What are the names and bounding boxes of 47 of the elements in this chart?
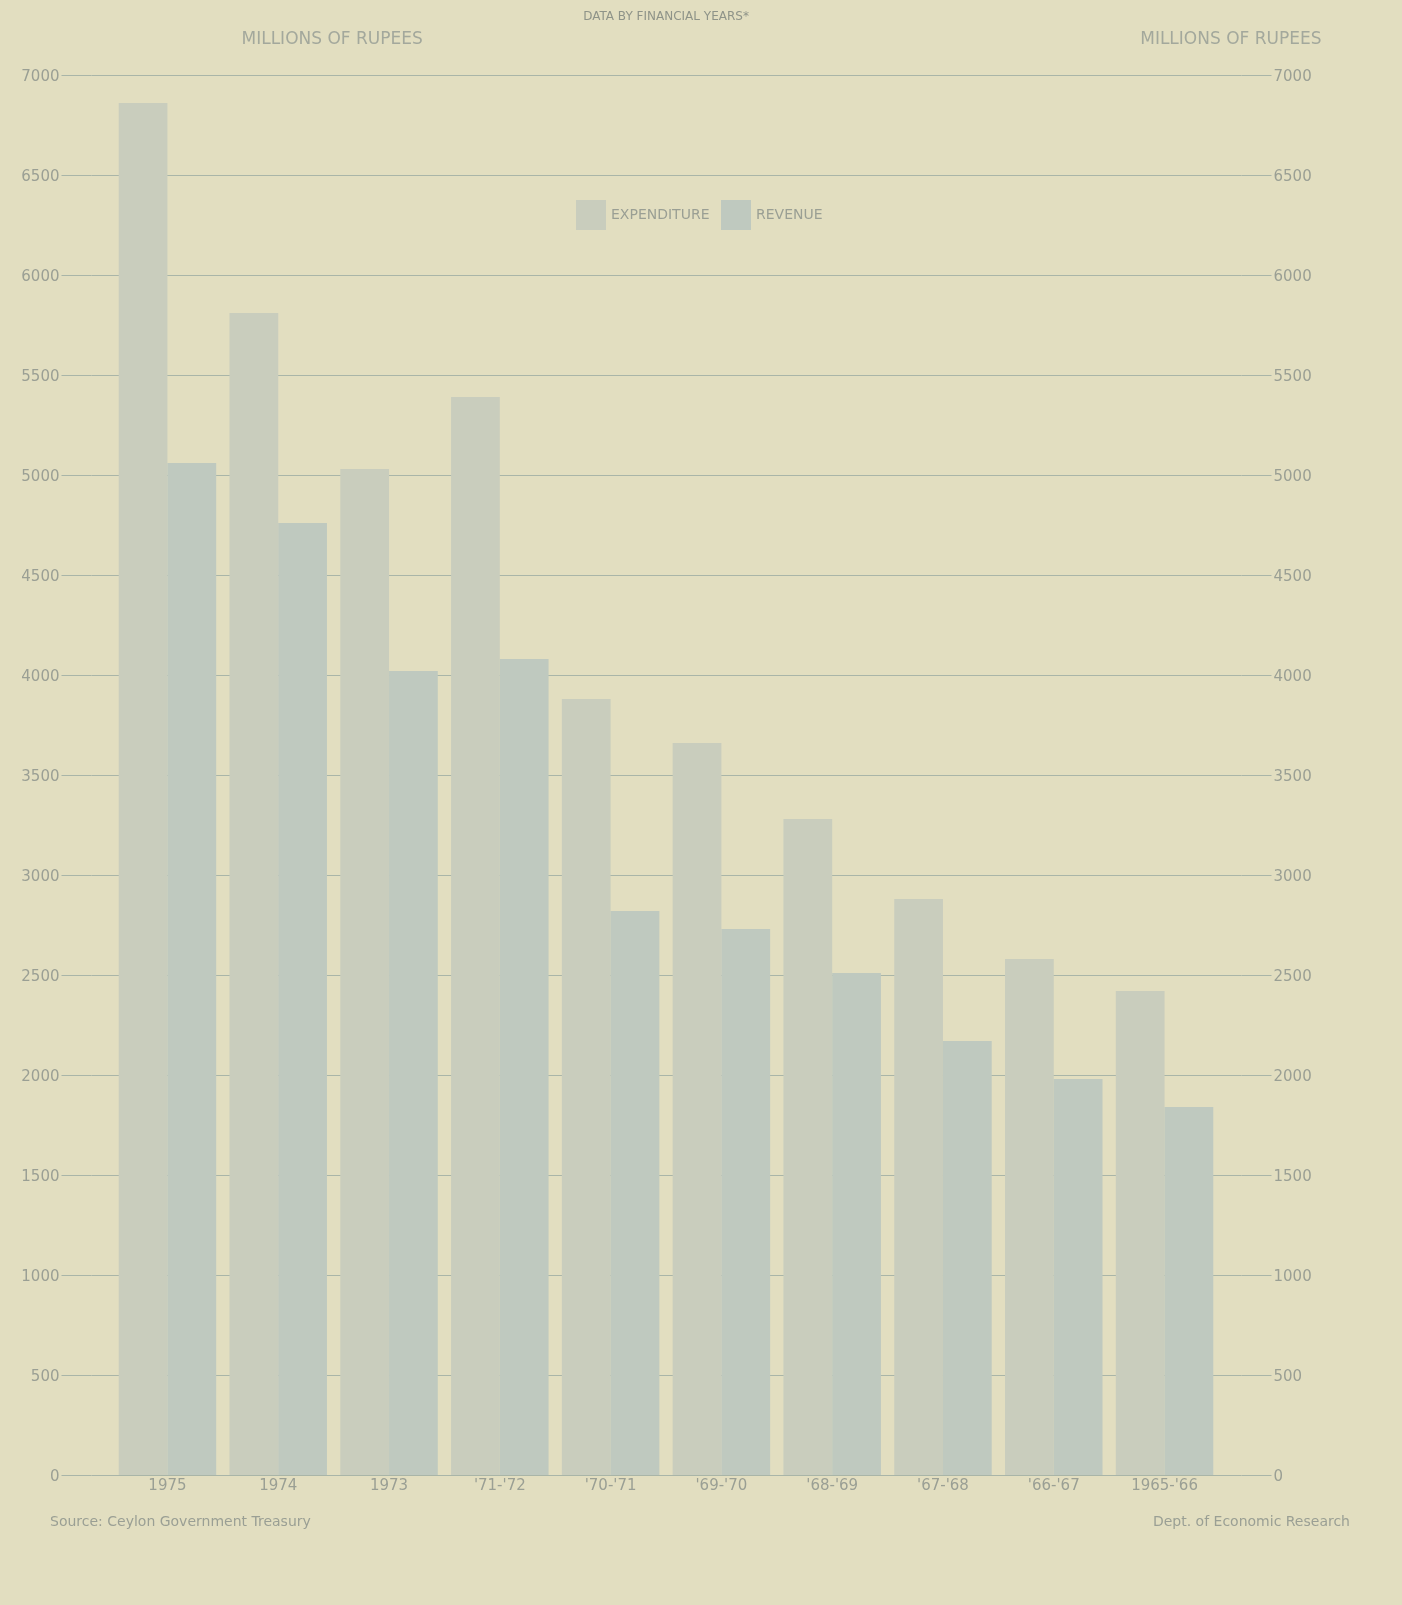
y-tick-label: 0 <box>49 1466 60 1485</box>
x-tick-label: '68-'69 <box>806 1475 859 1494</box>
x-tick-label: 1965-'66 <box>1131 1475 1198 1494</box>
y2-tick-label: 3000 <box>1273 866 1312 885</box>
y2-tick-label: 6000 <box>1273 266 1312 285</box>
y2-tick-label: 2000 <box>1273 1066 1312 1085</box>
y2-tick-label: 7000 <box>1273 66 1312 85</box>
y2-tick-label: 2500 <box>1273 966 1312 985</box>
y2-tick-label: 0 <box>1273 1466 1284 1485</box>
y-tick-label: 1000 <box>21 1266 60 1285</box>
source-note: Source: Ceylon Government Treasury <box>50 1513 311 1529</box>
y-tick-label: 3000 <box>21 866 60 885</box>
y2-tick-label: 4500 <box>1273 566 1312 585</box>
text: Dept. of Economic Research <box>1152 1513 1350 1529</box>
y2-tick-label: 6500 <box>1273 166 1312 185</box>
y2-axis-title: MILLIONS OF RUPEES <box>1140 27 1322 48</box>
y-tick-label: 5500 <box>21 366 60 385</box>
y2-tick-label: 500 <box>1273 1366 1303 1385</box>
y-tick-label: 7000 <box>21 66 60 85</box>
legend-label: REVENUE <box>756 206 823 222</box>
y-tick-label: 3500 <box>21 766 60 785</box>
y-tick-label: 6500 <box>21 166 60 185</box>
y2-tick-label: 1000 <box>1273 1266 1312 1285</box>
y-tick-label: 4000 <box>21 666 60 685</box>
y2-tick-label: 3500 <box>1273 766 1312 785</box>
y-tick-label: 5000 <box>21 466 60 485</box>
legend-label: EXPENDITURE <box>611 206 710 222</box>
x-tick-label: '71-'72 <box>473 1475 526 1494</box>
x-tick-label: '67-'68 <box>917 1475 969 1494</box>
y-tick-label: 4500 <box>21 566 60 585</box>
y-tick-label: 2000 <box>21 1066 60 1085</box>
y-axis-title: MILLIONS OF RUPEES <box>241 27 423 48</box>
y-tick-label: 500 <box>30 1366 60 1385</box>
y2-tick-label: 4000 <box>1273 666 1312 685</box>
x-tick-label: 1975 <box>148 1475 187 1494</box>
x-tick-label: '66-'67 <box>1027 1475 1080 1494</box>
y-tick-label: 2500 <box>21 966 60 985</box>
y-tick-label: 1500 <box>21 1166 60 1185</box>
x-tick-label: 1974 <box>259 1475 298 1494</box>
x-tick-label: '69-'70 <box>695 1475 748 1494</box>
chart-title: DATA BY FINANCIAL YEARS* <box>583 9 749 23</box>
x-tick-label: 1973 <box>369 1475 409 1494</box>
y2-tick-label: 1500 <box>1273 1166 1312 1185</box>
y2-tick-label: 5000 <box>1273 466 1312 485</box>
y-tick-label: 6000 <box>21 266 60 285</box>
y2-tick-label: 5500 <box>1273 366 1312 385</box>
x-tick-label: '70-'71 <box>584 1475 637 1494</box>
